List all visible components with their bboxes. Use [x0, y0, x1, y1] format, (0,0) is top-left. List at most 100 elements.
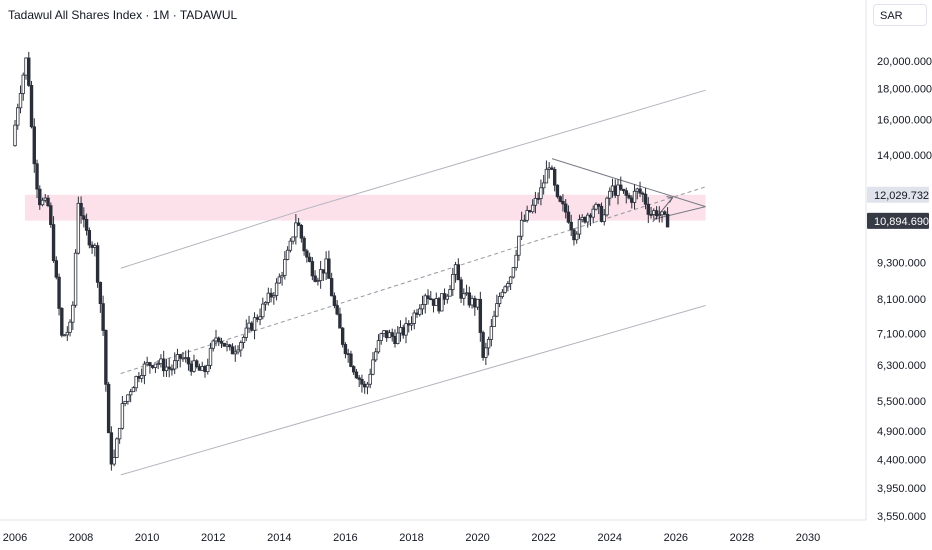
- channel-upper-line[interactable]: [305, 89, 706, 210]
- candle: [93, 243, 97, 257]
- candle: [236, 345, 240, 355]
- candle: [514, 249, 518, 271]
- candle: [35, 159, 39, 199]
- candle: [131, 386, 136, 393]
- candle: [442, 288, 447, 305]
- candle: [599, 202, 604, 223]
- candle: [467, 286, 472, 308]
- channel-lower-line[interactable]: [120, 304, 706, 476]
- candle: [357, 375, 361, 387]
- candle: [569, 214, 573, 237]
- candle: [46, 195, 50, 208]
- channel-mid-line[interactable]: [120, 186, 706, 375]
- candle: [24, 57, 28, 80]
- time-axis[interactable]: 2006 2008 2010 2012 2014 2016 2018 2020 2022 2024…: [3, 532, 820, 544]
- candle: [285, 246, 290, 261]
- candle: [211, 339, 215, 352]
- candle: [84, 213, 89, 236]
- candle: [453, 261, 458, 283]
- candle: [321, 269, 326, 281]
- candle: [445, 293, 449, 304]
- candle: [106, 381, 111, 434]
- candle: [38, 185, 42, 210]
- candle: [302, 235, 306, 256]
- time-tick-label: 2022: [531, 532, 555, 544]
- price-tick-label: 4,900.000: [877, 426, 926, 438]
- candle: [448, 284, 452, 297]
- candle: [497, 292, 502, 308]
- candle: [541, 174, 546, 195]
- candle: [338, 307, 342, 329]
- chart-title: Tadawul All Shares Index · 1M · TADAWUL: [8, 8, 238, 22]
- candle: [616, 179, 620, 205]
- price-axis[interactable]: 20,000.000 18,000.000 16,000.000 14,000.000…: [877, 56, 932, 523]
- candle: [561, 194, 565, 212]
- candle: [291, 236, 295, 245]
- candle: [638, 181, 642, 198]
- candle: [120, 395, 125, 430]
- candle: [247, 315, 251, 332]
- price-tick-label: 8,100.000: [877, 294, 926, 306]
- candle: [619, 176, 623, 191]
- candle: [657, 206, 662, 223]
- candle: [310, 257, 315, 281]
- candle: [349, 350, 353, 368]
- candle: [197, 363, 202, 371]
- candle: [316, 277, 320, 286]
- candle: [222, 342, 226, 347]
- candle: [109, 426, 114, 471]
- candle: [473, 295, 477, 316]
- candle: [219, 337, 224, 349]
- candle: [40, 197, 45, 207]
- candle: [255, 314, 260, 323]
- candle: [552, 166, 557, 192]
- candle: [175, 348, 180, 369]
- candle: [390, 328, 394, 342]
- candle: [577, 214, 582, 239]
- triangle-top-line[interactable]: [551, 158, 706, 208]
- candle: [283, 251, 287, 280]
- candle: [431, 298, 436, 313]
- price-tick-label: 14,000.000: [877, 150, 932, 162]
- triangle-bottom-line[interactable]: [652, 206, 706, 221]
- candle: [481, 330, 485, 361]
- candle: [393, 329, 397, 348]
- candle: [533, 191, 538, 214]
- candle: [385, 330, 389, 342]
- currency-button[interactable]: SAR: [873, 4, 927, 26]
- candle: [478, 291, 483, 342]
- candle: [230, 343, 235, 355]
- candle: [360, 374, 364, 393]
- candle: [550, 165, 554, 170]
- candle: [409, 316, 414, 331]
- candle: [362, 380, 367, 394]
- candle: [150, 364, 155, 370]
- candle: [371, 352, 375, 376]
- candle: [54, 256, 59, 280]
- candle: [572, 227, 576, 246]
- candle: [511, 266, 516, 279]
- candle: [412, 309, 416, 330]
- candle: [544, 160, 549, 184]
- channel-upper-extension-line[interactable]: [120, 208, 306, 269]
- candle: [117, 427, 122, 444]
- candle: [299, 223, 304, 243]
- candle: [142, 360, 147, 385]
- candle: [613, 179, 617, 198]
- candle: [294, 214, 298, 245]
- candle: [434, 292, 438, 306]
- candle: [305, 248, 309, 263]
- candle: [134, 375, 138, 392]
- candle: [654, 206, 659, 220]
- candle: [178, 353, 182, 368]
- projection-arrow-line[interactable]: [652, 197, 673, 223]
- candle: [184, 350, 188, 363]
- candle: [522, 214, 527, 222]
- time-tick-label: 2026: [664, 532, 688, 544]
- price-tick-label: 6,300.000: [877, 360, 926, 372]
- candle: [98, 281, 103, 313]
- price-tick-label: 4,400.000: [877, 455, 926, 467]
- candle: [139, 368, 144, 383]
- candle: [605, 196, 609, 217]
